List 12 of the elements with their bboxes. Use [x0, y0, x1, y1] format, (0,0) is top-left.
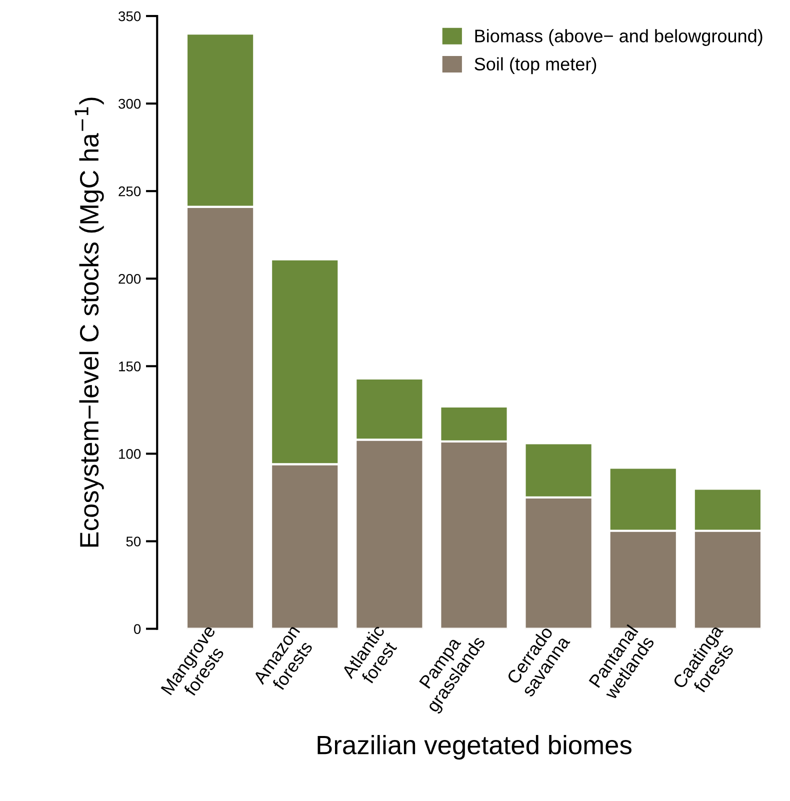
y-tick-label: 50 — [126, 536, 141, 546]
y-tick-label: 0 — [134, 624, 141, 634]
y-tick-label: 100 — [119, 449, 141, 459]
legend-label: Biomass (above− and belowground) — [475, 29, 762, 46]
x-axis-title: Brazilian vegetated biomes — [318, 735, 632, 760]
legend-label: Soil (top meter) — [474, 57, 596, 74]
y-tick-label: 300 — [118, 98, 141, 109]
y-axis-title: Ecosystem−level C stocks (MgC ha$^{−1}$) — [74, 98, 104, 547]
y-tick-label: 350 — [118, 11, 141, 22]
y-tick-label: 200 — [118, 274, 141, 284]
y-tick-label: 250 — [118, 186, 141, 196]
y-tick-label: 150 — [119, 362, 141, 372]
